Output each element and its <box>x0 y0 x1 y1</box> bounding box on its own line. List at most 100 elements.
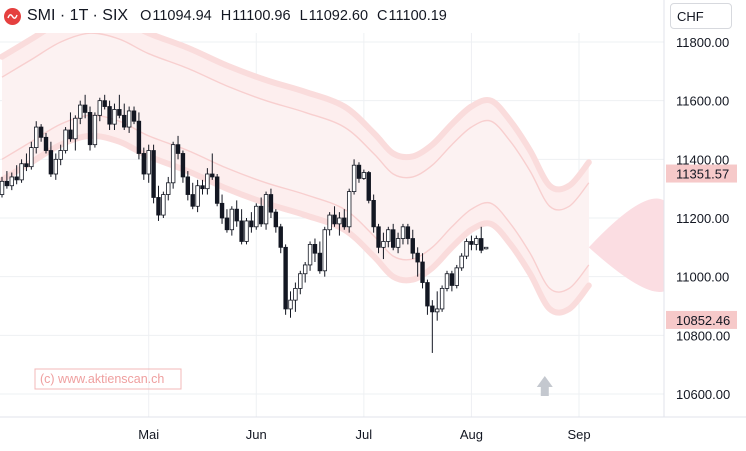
close-value: 11100.19 <box>388 8 447 24</box>
candle-body <box>312 243 318 254</box>
candle-body <box>258 205 264 225</box>
candle-body <box>9 176 14 187</box>
y-tick-label: 11200.00 <box>676 211 729 226</box>
high-label: H <box>220 8 232 24</box>
candle-body <box>229 208 235 231</box>
price-badge-lower: 10852.46 <box>676 313 730 328</box>
candle-body <box>102 100 107 107</box>
candle-body <box>131 110 137 122</box>
candle-body <box>342 217 347 228</box>
candle-body <box>214 176 220 204</box>
close-label: C <box>377 8 388 24</box>
forecast-cone <box>588 198 664 292</box>
high-value: 11100.96 <box>232 8 291 24</box>
candle-body <box>263 194 269 225</box>
candle-body <box>97 100 102 116</box>
candle-body <box>371 199 376 228</box>
candle-body <box>224 217 230 231</box>
candle-body <box>78 104 83 119</box>
candle-body <box>454 267 459 286</box>
candle-body <box>317 252 323 272</box>
x-tick-label: Mai <box>138 427 159 442</box>
open-label: O <box>140 8 152 24</box>
candle-body <box>14 176 19 181</box>
candle-body <box>53 158 58 175</box>
candle-body <box>439 287 445 310</box>
candle-body <box>293 287 298 301</box>
candle-body <box>322 229 327 272</box>
candle-body <box>327 214 332 231</box>
candle-body <box>205 173 210 190</box>
candle-body <box>136 120 142 154</box>
candle-body <box>283 246 288 310</box>
candle-body <box>126 110 132 128</box>
candle-body <box>82 104 88 113</box>
band-group <box>0 33 664 353</box>
y-tick-label: 11800.00 <box>676 35 729 50</box>
candle-body <box>112 109 117 125</box>
candle-body <box>63 129 68 151</box>
candle-body <box>122 114 127 128</box>
x-tick-label: Sep <box>567 427 590 442</box>
candle-body <box>156 197 161 216</box>
band-outer-lower <box>0 132 592 316</box>
candle-body <box>430 305 435 313</box>
candle-body <box>410 238 415 254</box>
candle-body <box>29 147 34 168</box>
candle-body <box>400 226 406 239</box>
currency-select[interactable]: CHF <box>670 3 732 29</box>
candle-body <box>170 144 176 184</box>
candle-body <box>180 153 186 178</box>
candle-body <box>4 180 10 187</box>
candle-body <box>195 185 200 207</box>
band-outer-upper <box>0 33 592 193</box>
candle-body <box>390 229 396 248</box>
candle-body <box>48 150 54 175</box>
band-upper <box>1 33 590 211</box>
candle-body <box>68 129 73 140</box>
candle-body <box>307 243 313 266</box>
candle-body <box>210 173 215 178</box>
candle-body <box>278 226 283 248</box>
candle-body <box>249 220 254 228</box>
candle-body <box>166 182 171 195</box>
x-tick-label: Jul <box>356 427 373 442</box>
x-tick-label: Jun <box>246 427 267 442</box>
candle-body <box>288 299 293 310</box>
candle-body <box>244 220 249 242</box>
candle-body <box>332 214 337 225</box>
candle-body <box>366 172 371 201</box>
candle-body <box>444 273 450 289</box>
candle-body <box>298 273 303 289</box>
band-inner-fill <box>2 33 589 293</box>
candle-body <box>435 308 440 313</box>
candle-body <box>302 264 308 275</box>
candle-body <box>219 202 225 219</box>
low-label: L <box>299 8 308 24</box>
candle-body <box>405 226 411 239</box>
candle-body <box>386 229 391 242</box>
candle-body <box>483 246 489 250</box>
y-tick-label: 11400.00 <box>676 152 729 167</box>
candle-body <box>459 255 464 269</box>
candle-body <box>449 273 455 286</box>
candle-body <box>254 205 259 228</box>
candle-body <box>141 153 147 175</box>
candle-body <box>420 261 425 283</box>
price-badge-lower-bg <box>666 310 737 329</box>
candle-body <box>58 150 63 160</box>
candle-body <box>469 241 474 245</box>
y-tick-label: 10600.00 <box>676 387 730 402</box>
candle-body <box>234 208 239 222</box>
candle-body <box>337 217 342 225</box>
signal-arrow-icon <box>536 376 553 396</box>
candle-body <box>268 194 274 213</box>
price-badge-upper-bg <box>666 164 737 183</box>
candle-body <box>38 126 44 138</box>
candle-body <box>92 114 98 146</box>
candle-body <box>474 238 479 245</box>
candle-body <box>161 194 166 216</box>
candle-body <box>43 136 49 151</box>
candle-body <box>361 172 367 179</box>
